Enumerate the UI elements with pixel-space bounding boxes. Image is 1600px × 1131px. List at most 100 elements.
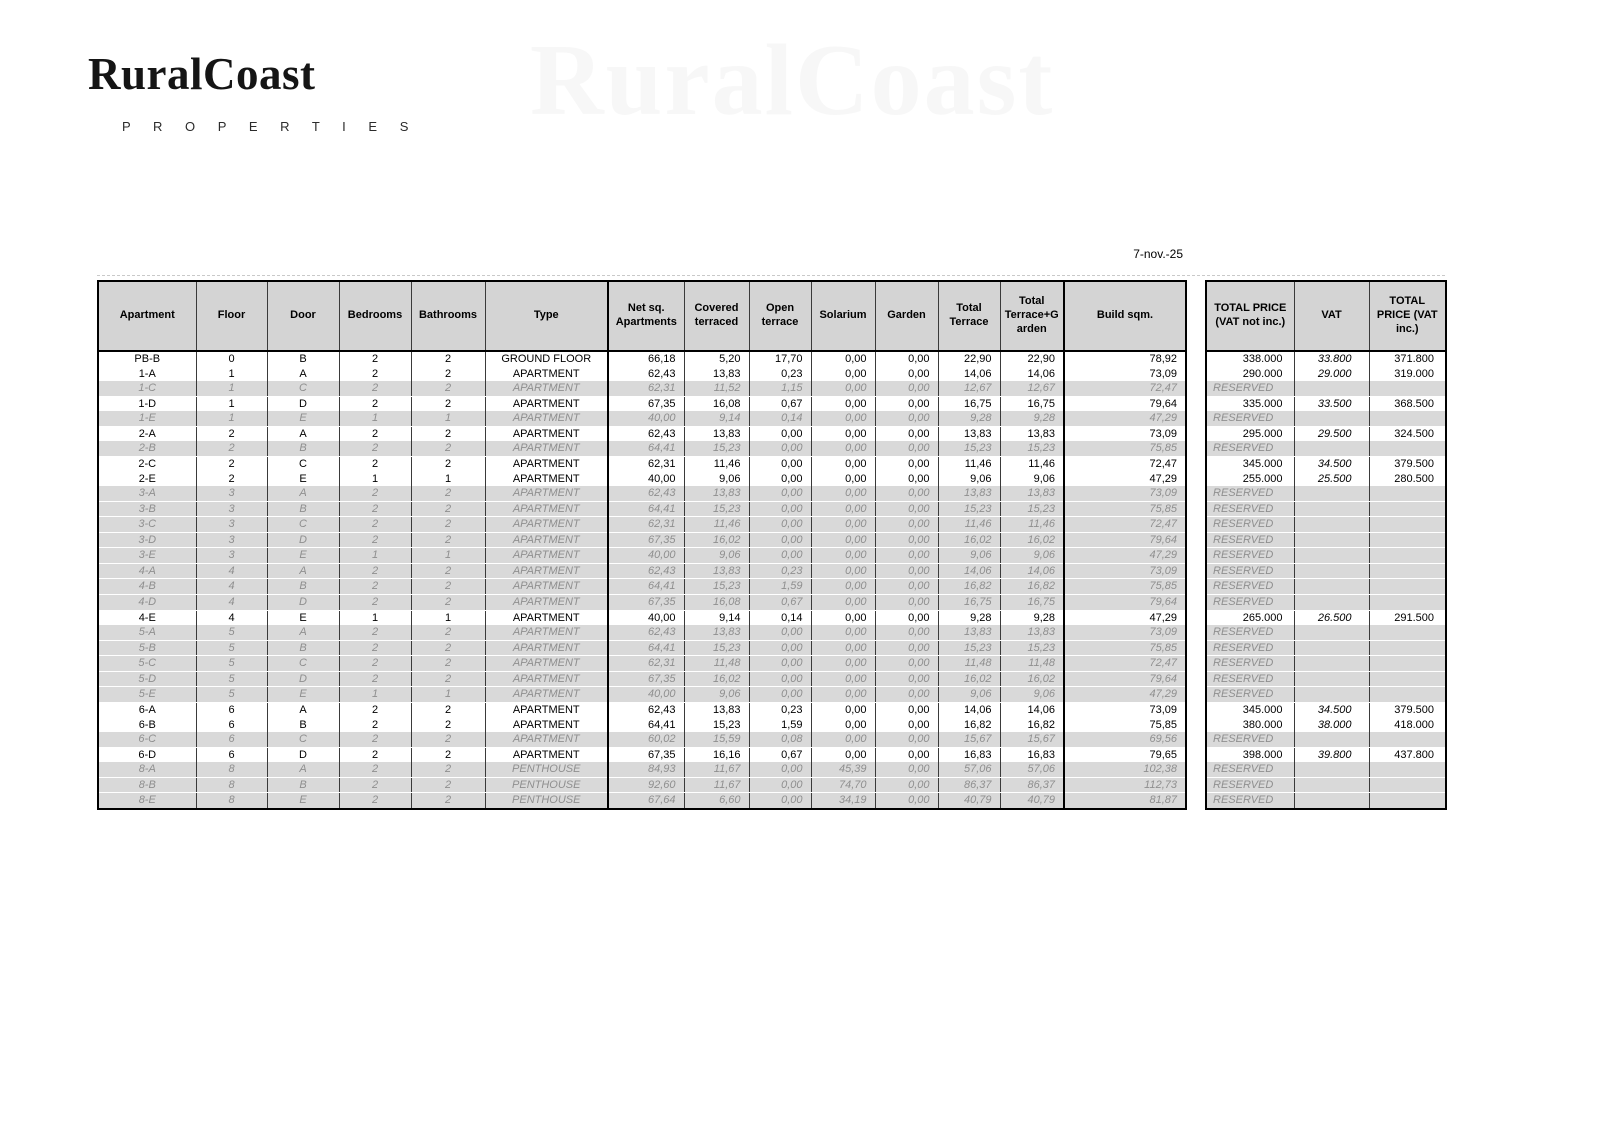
- cell: 16,75: [937, 594, 1000, 611]
- price-row: 338.000 33.800 371.800: [1206, 351, 1446, 367]
- cell: 92,60: [607, 777, 684, 794]
- cell: 0,00: [810, 441, 875, 457]
- cell: 13,83: [999, 486, 1064, 502]
- cell: 2: [410, 655, 485, 672]
- price-row: RESERVED: [1206, 516, 1446, 533]
- table-row: 8-A 8 A 2 2 PENTHOUSE 84,93 11,67 0,00 45,39 0,00 5…: [98, 762, 1186, 778]
- cell: APARTMENT: [484, 366, 608, 382]
- brand-tagline: P R O P E R T I E S: [122, 119, 418, 134]
- cell: PENTHOUSE: [484, 762, 608, 778]
- price-row: RESERVED: [1206, 640, 1446, 657]
- cell: 8: [195, 777, 267, 794]
- cell: 16,75: [937, 396, 1000, 412]
- main-table-body: PB-B 0 B 2 2 GROUND FLOOR 66,18 5,20 17,70 0,00 0,…: [98, 351, 1186, 810]
- table-row: 3-B 3 B 2 2 APARTMENT 64,41 15,23 0,00 0,00 0,00 15…: [98, 501, 1186, 518]
- price-cell: [1368, 625, 1446, 641]
- price-row: RESERVED: [1206, 486, 1446, 502]
- price-cell: [1293, 381, 1369, 397]
- price-cell: [1293, 640, 1369, 657]
- cell: D: [266, 747, 339, 763]
- price-cell: [1368, 578, 1446, 595]
- cell: 6,60: [683, 792, 749, 810]
- cell: 2: [410, 578, 485, 595]
- cell: 3-C: [98, 516, 196, 533]
- cell: 1-A: [138, 367, 156, 380]
- price-cell: [1368, 441, 1446, 457]
- col-net-sq: Net sq. Apartments: [607, 281, 684, 352]
- cell: 11,48: [999, 655, 1064, 672]
- cell: 4: [195, 563, 267, 580]
- cell: 3: [195, 486, 267, 502]
- cell: 9,28: [937, 610, 1000, 626]
- cell: 9,06: [683, 471, 749, 487]
- cell: 5-C: [98, 655, 196, 672]
- table-row: 6-A 6 A 2 2 APARTMENT 62,43 13,83 0,23 0,00 0,00 14…: [98, 702, 1186, 718]
- cell: 5: [195, 640, 267, 657]
- cell: 62,43: [607, 702, 684, 718]
- cell: 11,48: [937, 655, 1000, 672]
- cell: 0,67: [748, 396, 811, 412]
- cell: 0,00: [748, 671, 811, 688]
- cell: 15,23: [937, 501, 1000, 518]
- cell: E: [266, 471, 339, 487]
- price-row: 345.000 34.500 379.500: [1206, 702, 1446, 718]
- cell: 2: [410, 594, 485, 611]
- price-cell: [1293, 777, 1369, 794]
- cell: 79,64: [1063, 594, 1186, 611]
- cell: 6: [195, 747, 267, 763]
- cell: 22,90: [999, 351, 1064, 367]
- cell: 1: [338, 411, 411, 427]
- price-row: RESERVED: [1206, 671, 1446, 688]
- cell: 2: [338, 381, 411, 397]
- cell: 2: [338, 366, 411, 382]
- price-cell: [1368, 671, 1446, 688]
- cell: 1: [410, 411, 485, 427]
- cell: 8-B: [98, 777, 196, 794]
- cell: 17,70: [748, 351, 811, 367]
- cell: E: [266, 547, 339, 564]
- cell: 112,73: [1063, 777, 1186, 794]
- cell: APARTMENT: [484, 747, 608, 763]
- cell: 40,00: [607, 471, 684, 487]
- price-cell: [1368, 501, 1446, 518]
- cell: 4-D: [98, 594, 196, 611]
- cell: 0,00: [874, 777, 938, 794]
- price-row: RESERVED: [1206, 411, 1446, 427]
- cell: 0,00: [874, 717, 938, 733]
- cell: 16,02: [937, 671, 1000, 688]
- cell: 0,00: [810, 702, 875, 718]
- cell: 2: [338, 441, 411, 457]
- cell: 16,82: [937, 578, 1000, 595]
- header-row: Apartment Floor Door Bedrooms Bathrooms …: [98, 281, 1186, 352]
- cell: 0,00: [748, 532, 811, 549]
- cell: 3: [195, 516, 267, 533]
- cell: 0,00: [874, 732, 938, 748]
- cell: 3-B: [98, 501, 196, 518]
- cell: A: [266, 486, 339, 502]
- price-row: RESERVED: [1206, 762, 1446, 778]
- cell: 6-A: [138, 703, 156, 716]
- cell: 47,29: [1063, 471, 1186, 487]
- cell: 11,46: [999, 456, 1064, 472]
- cell: 0,00: [810, 625, 875, 641]
- cell: 73,09: [1063, 702, 1186, 718]
- price-cell: 437.800: [1368, 747, 1446, 763]
- cell: 2: [410, 777, 485, 794]
- price-table-header: TOTAL PRICE (VAT not inc.) VAT TOTAL PRI…: [1206, 281, 1446, 352]
- table-row: 2-C 2 C 2 2 APARTMENT 62,31 11,46 0,00 0,00 0,00 11…: [98, 456, 1186, 472]
- cell: 62,43: [607, 563, 684, 580]
- cell: 0,67: [748, 747, 811, 763]
- price-cell: [1368, 777, 1446, 794]
- cell: 2: [338, 594, 411, 611]
- cell: 15,23: [999, 441, 1064, 457]
- cell: 0,00: [810, 532, 875, 549]
- cell: APARTMENT: [484, 547, 608, 564]
- cell: 16,02: [683, 532, 749, 549]
- cell: 57,06: [999, 762, 1064, 778]
- cell: 8: [195, 762, 267, 778]
- cell: B: [266, 501, 339, 518]
- price-cell: 371.800: [1368, 351, 1446, 367]
- cell: 4: [195, 578, 267, 595]
- cell: 0,00: [874, 501, 938, 518]
- table-row: 6-C 6 C 2 2 APARTMENT 60,02 15,59 0,08 0,00 0,00 15…: [98, 732, 1186, 748]
